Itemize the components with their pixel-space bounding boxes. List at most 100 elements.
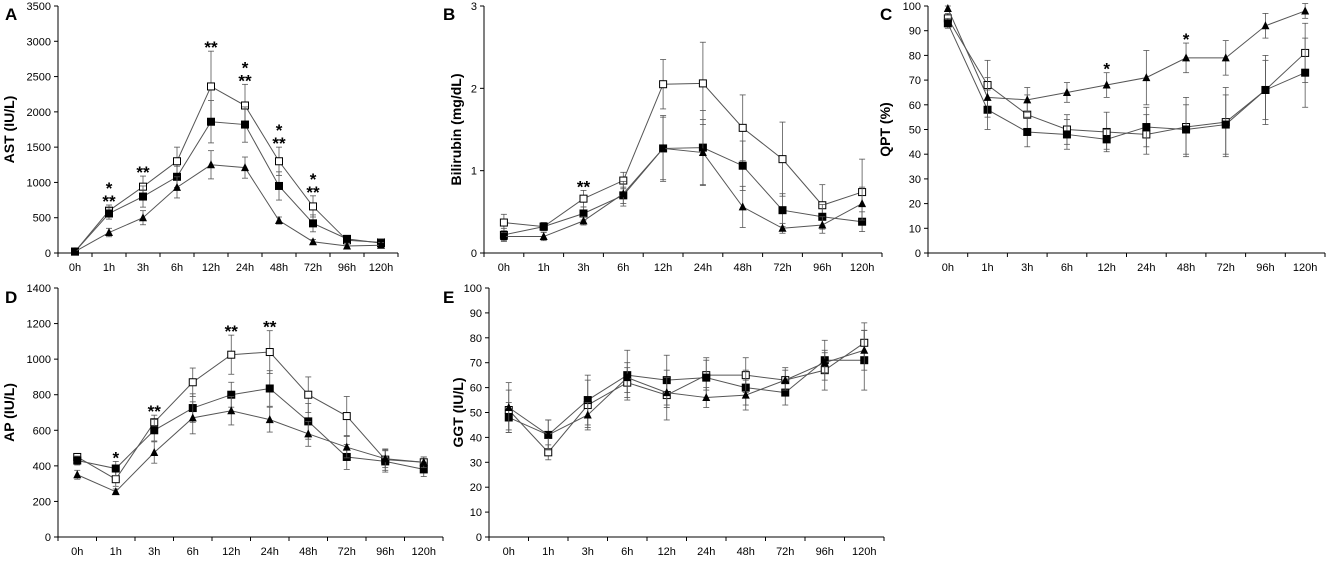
- y-tick-label: 60: [470, 383, 482, 395]
- series-filled-triangle: [504, 329, 869, 451]
- y-tick-label: 30: [909, 174, 921, 186]
- data-point: [539, 222, 548, 231]
- data-point: [227, 350, 236, 359]
- x-tick-label: 24h: [697, 546, 715, 558]
- significance-marker: *: [310, 170, 317, 189]
- y-axis-title: AST (IU/L): [1, 96, 17, 164]
- data-point: [304, 390, 313, 399]
- data-point: [741, 390, 750, 399]
- data-point: [820, 358, 829, 367]
- series-line: [76, 351, 424, 480]
- x-tick-label: 6h: [617, 262, 629, 274]
- significance-marker: **: [263, 318, 277, 337]
- significance-marker: *: [106, 179, 113, 198]
- panel-d: D 0 200 400 600 800 1000 1200 1400 0h 1h 3h 6h 12h 24h…: [1, 283, 444, 558]
- y-tick-label: 2500: [27, 72, 51, 84]
- data-point: [111, 487, 120, 496]
- x-tick-label: 120h: [412, 546, 436, 558]
- series-line: [508, 359, 865, 436]
- x-tick-label: 48h: [734, 262, 752, 274]
- x-tick-label: 6h: [187, 546, 199, 558]
- y-tick-label: 1200: [27, 319, 51, 331]
- data-point: [227, 406, 236, 415]
- series-line: [947, 8, 1306, 101]
- data-point: [173, 182, 181, 191]
- data-point: [207, 117, 215, 126]
- y-tick-label: 80: [470, 333, 482, 345]
- data-point: [265, 348, 274, 357]
- y-tick-label: 1000: [27, 354, 51, 366]
- significance-marker: **: [577, 177, 591, 196]
- data-point: [1102, 135, 1111, 144]
- y-tick-label: 3000: [27, 36, 51, 48]
- y-tick-label: 500: [33, 213, 51, 225]
- data-point: [698, 79, 707, 88]
- data-point: [304, 429, 313, 438]
- x-tick-label: 3h: [577, 262, 589, 274]
- data-point: [1182, 53, 1191, 62]
- y-tick-label: 0: [915, 248, 921, 260]
- panel-e: E 0 10 20 30 40 50 60 70 80 90 100 0h 1h 3h 6h 12h 24h 48h…: [443, 283, 885, 558]
- y-tick-label: 10: [470, 507, 482, 519]
- x-tick-label: 48h: [737, 546, 755, 558]
- data-point: [943, 3, 952, 12]
- significance-marker: **: [102, 192, 116, 211]
- x-tick-label: 0h: [503, 546, 515, 558]
- y-tick-label: 70: [470, 358, 482, 370]
- significance-marker: *: [276, 121, 283, 140]
- x-tick-label: 72h: [773, 262, 791, 274]
- data-point: [419, 457, 428, 466]
- series-filled-square: [943, 17, 1310, 155]
- x-tick-label: 0h: [942, 262, 954, 274]
- x-tick-label: 24h: [694, 262, 712, 274]
- data-point: [860, 345, 869, 354]
- x-tick-label: 12h: [654, 262, 672, 274]
- series-line: [508, 342, 865, 454]
- data-point: [662, 388, 671, 397]
- data-point: [1062, 87, 1071, 96]
- series-filled-triangle: [943, 3, 1310, 118]
- y-axis-title: AP (IU/L): [1, 383, 17, 442]
- x-tick-label: 48h: [270, 262, 288, 274]
- data-point: [111, 475, 120, 484]
- series-open-square: [499, 41, 867, 232]
- data-point: [71, 247, 79, 256]
- y-tick-label: 90: [470, 308, 482, 320]
- data-point: [504, 403, 513, 412]
- panel-letter: D: [5, 288, 17, 307]
- y-tick-label: 70: [909, 75, 921, 87]
- y-tick-label: 50: [909, 125, 921, 137]
- data-point: [1062, 130, 1071, 139]
- significance-marker: **: [238, 71, 252, 90]
- data-point: [738, 202, 747, 211]
- data-point: [342, 412, 351, 421]
- data-point: [265, 415, 274, 424]
- data-point: [173, 157, 181, 166]
- data-point: [342, 442, 351, 451]
- data-point: [659, 80, 668, 89]
- y-tick-label: 1400: [27, 283, 51, 295]
- x-tick-label: 12h: [658, 546, 676, 558]
- x-tick-label: 1h: [110, 546, 122, 558]
- x-tick-label: 120h: [850, 262, 874, 274]
- data-point: [583, 410, 592, 419]
- data-point: [579, 216, 588, 225]
- data-point: [1142, 73, 1151, 82]
- y-tick-label: 400: [33, 461, 51, 473]
- panel-c: C 0 10 20 30 40 50 60 70 80 90 100 0h 1h 3h 6h 12h 24h 48h…: [877, 1, 1326, 274]
- x-tick-label: 120h: [369, 262, 393, 274]
- panel-b: B 0 1 2 3 0h 1h 3h 6h 12h 24h 48h 72h 96h 120h Bilirubi…: [443, 1, 883, 274]
- significance-marker: *: [242, 58, 249, 77]
- y-tick-label: 0: [476, 532, 482, 544]
- data-point: [207, 82, 215, 91]
- data-point: [73, 456, 82, 465]
- data-point: [275, 181, 283, 190]
- data-point: [1182, 125, 1191, 134]
- data-point: [150, 448, 159, 457]
- data-point: [579, 209, 588, 218]
- panel-letter: A: [5, 5, 17, 24]
- x-tick-label: 12h: [222, 546, 240, 558]
- x-tick-label: 72h: [776, 546, 794, 558]
- x-tick-label: 120h: [852, 546, 876, 558]
